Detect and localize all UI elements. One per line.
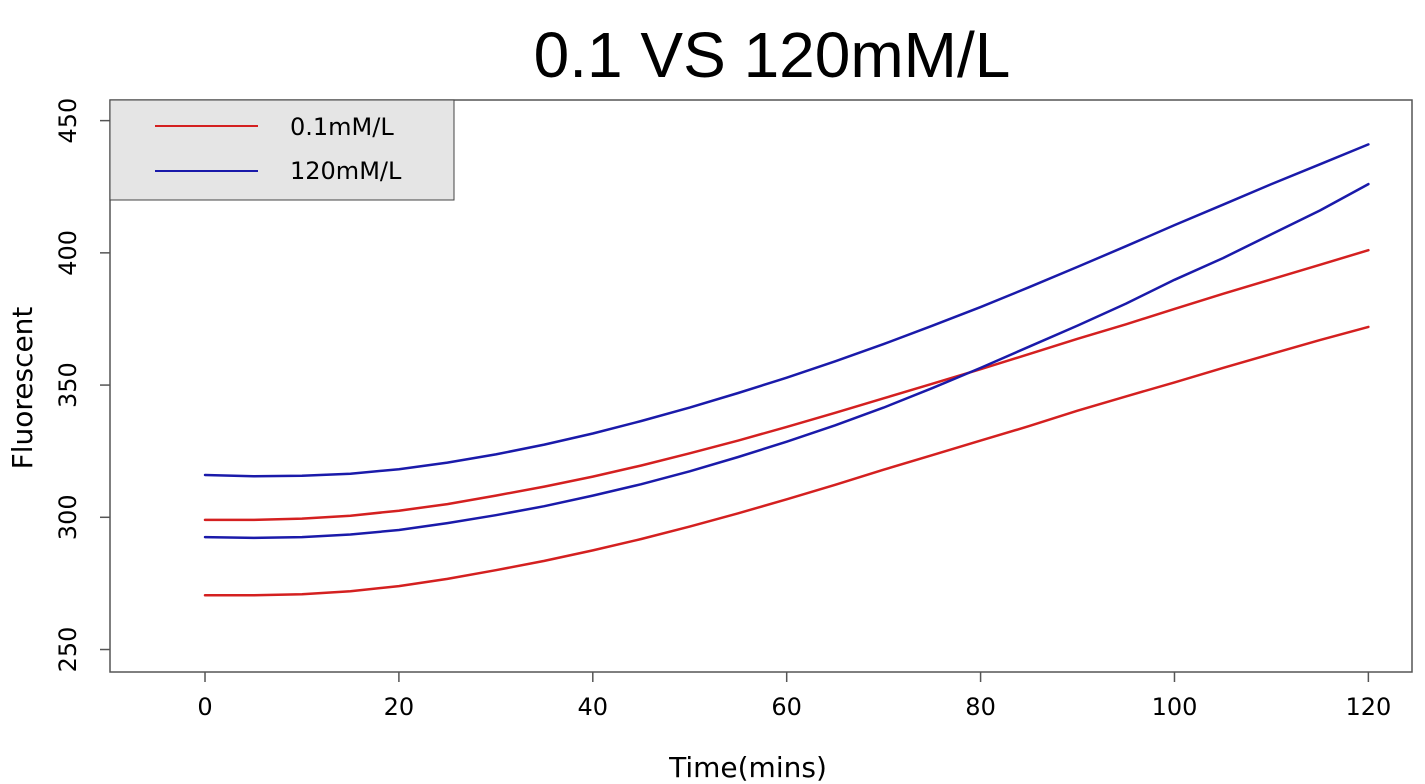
x-tick-label: 40 — [578, 693, 609, 721]
series-layer — [203, 143, 1370, 597]
series-line-1 — [203, 248, 1370, 522]
chart-title: 0.1 VS 120mM/L — [534, 19, 1011, 91]
series-line-3 — [203, 143, 1370, 478]
y-tick-label: 400 — [54, 230, 82, 276]
legend-label-120mM/L: 120mM/L — [290, 157, 402, 185]
series-line-4 — [203, 182, 1370, 540]
x-tick-label: 60 — [771, 693, 802, 721]
y-axis-label: Fluorescent — [6, 307, 39, 470]
x-tick-label: 80 — [965, 693, 996, 721]
x-tick-label: 0 — [197, 693, 212, 721]
y-axis: 250 300 350 400 450 — [54, 98, 110, 673]
y-tick-label: 350 — [54, 362, 82, 408]
x-tick-label: 100 — [1152, 693, 1198, 721]
legend: 0.1mM/L 120mM/L — [109, 99, 455, 201]
y-tick-label: 250 — [54, 627, 82, 673]
legend-box — [109, 99, 455, 201]
y-tick-label: 450 — [54, 98, 82, 144]
legend-label-0.1mM/L: 0.1mM/L — [290, 113, 394, 141]
x-axis-label: Time(mins) — [668, 751, 827, 784]
x-axis: 0 20 40 60 80 100 120 — [197, 672, 1391, 721]
x-tick-label: 20 — [384, 693, 415, 721]
series-line-2 — [203, 325, 1370, 597]
x-tick-label: 120 — [1345, 693, 1391, 721]
y-tick-label: 300 — [54, 494, 82, 540]
plot-frame — [109, 99, 1413, 673]
